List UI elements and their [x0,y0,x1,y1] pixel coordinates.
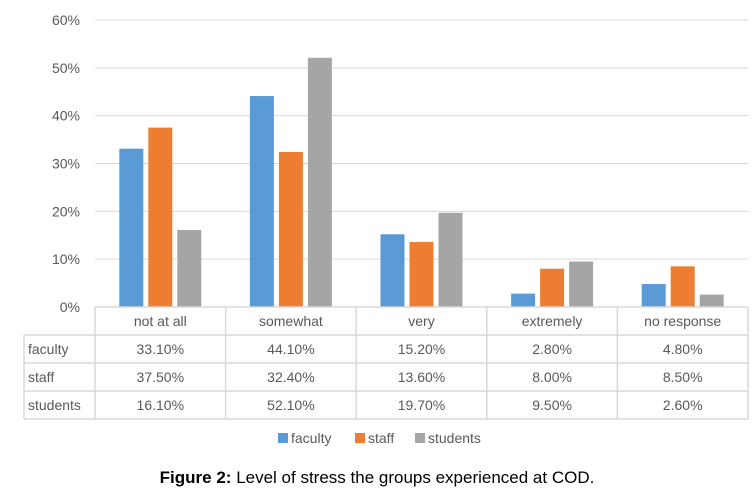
bar-faculty [119,148,144,307]
bar-faculty [641,284,666,307]
bar-students [438,212,463,307]
bar-faculty [511,293,536,307]
y-tick-label: 20% [52,203,80,219]
table-cell-value: 16.10% [137,397,184,413]
caption-label: Figure 2: [159,468,232,487]
table-cell-value: 44.10% [267,341,314,357]
legend-swatch-students [415,433,425,443]
table-cell-value: 2.80% [532,341,572,357]
table-cell-value: 9.50% [532,397,572,413]
table-cell-value: 33.10% [137,341,184,357]
table-cell-value: 37.50% [137,369,184,385]
table-row-label: students [28,397,81,413]
caption-text: Level of stress the groups experienced a… [231,468,595,487]
table-cell-value: 8.50% [663,369,703,385]
bar-students [177,229,202,307]
bar-students [307,57,332,308]
y-tick-label: 0% [60,299,80,315]
table-cell-value: 32.40% [267,369,314,385]
bar-students [569,261,594,307]
table-cell-value: 2.60% [663,397,703,413]
legend-swatch-staff [355,433,365,443]
table-cell-value: 13.60% [398,369,445,385]
y-tick-label: 50% [52,60,80,76]
table-cell-value: 8.00% [532,369,572,385]
table-cell-value: 4.80% [663,341,703,357]
y-tick-label: 30% [52,156,80,172]
table-row-label: staff [28,369,54,385]
bar-staff [278,152,303,307]
y-tick-label: 40% [52,108,80,124]
table-cell-value: 52.10% [267,397,314,413]
legend-label: students [428,430,481,446]
chart: 0% 10% 20% 30% 40% 50% 60% not at all somewhat ve… [23,12,749,446]
table-cell-value: 15.20% [398,341,445,357]
legend-swatch-faculty [278,433,288,443]
y-tick-label: 10% [52,251,80,267]
category-label: not at all [134,313,187,329]
bar-staff [670,266,695,307]
legend-label: staff [368,430,394,446]
y-tick-label: 60% [52,12,80,28]
table-cell-value: 19.70% [398,397,445,413]
bar-faculty [249,96,274,308]
bar-staff [148,127,173,307]
bar-staff [540,268,565,307]
bar-faculty [380,234,405,307]
category-label: extremely [522,313,583,329]
figure-caption: Figure 2: Level of stress the groups exp… [0,468,754,488]
category-label: somewhat [259,313,323,329]
category-label: no response [644,313,721,329]
table-row-label: faculty [28,341,68,357]
legend-label: faculty [291,430,331,446]
category-label: very [408,313,434,329]
bar-students [699,294,724,307]
bar-staff [409,241,434,307]
